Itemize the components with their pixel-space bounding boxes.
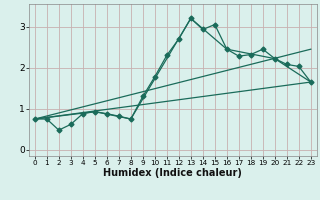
X-axis label: Humidex (Indice chaleur): Humidex (Indice chaleur) — [103, 168, 242, 178]
